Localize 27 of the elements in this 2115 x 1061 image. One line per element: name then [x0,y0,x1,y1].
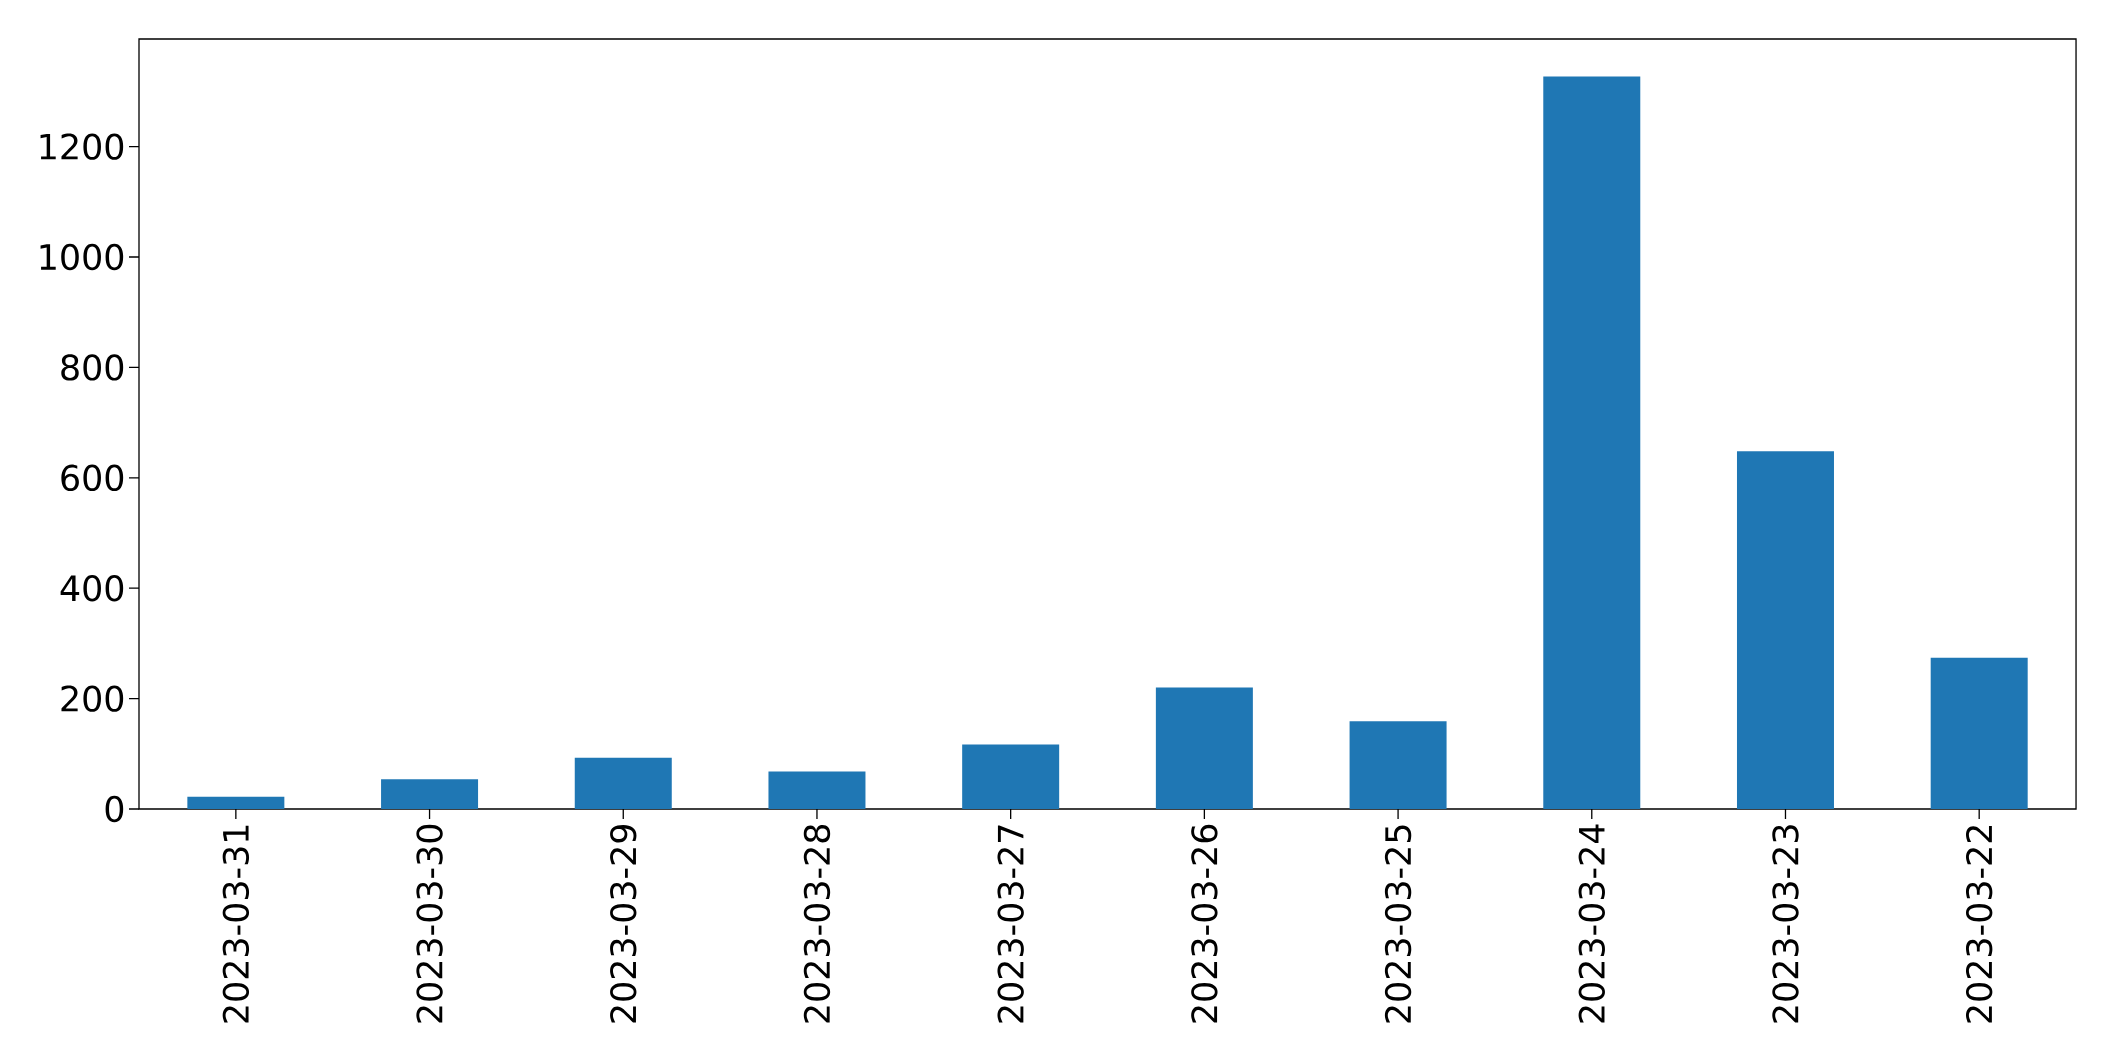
x-tick-label: 2023-03-23 [1772,825,1799,1023]
bar [768,771,866,809]
bar [1736,451,1834,809]
x-tick-label: 2023-03-25 [1384,825,1412,1023]
bar [187,796,285,809]
y-tick-label: 1000 [40,243,124,271]
y-tick-label: 600 [61,464,124,492]
bar [1930,657,2028,809]
bar [1349,721,1447,809]
y-tick-label: 1200 [40,133,124,160]
x-tick-label: 2023-03-29 [610,825,637,1023]
y-tick-label: 400 [60,575,124,602]
y-tick-label: 800 [61,354,124,381]
bar [574,757,672,809]
bar [1155,687,1253,809]
y-tick-label: 0 [105,795,124,823]
bar [962,744,1060,809]
x-tick-label: 2023-03-31 [222,825,250,1023]
x-tick-label: 2023-03-24 [1578,824,1605,1023]
bar [1543,76,1641,809]
x-tick-label: 2023-03-26 [1191,824,1218,1023]
x-tick-label: 2023-03-27 [997,825,1024,1023]
x-tick-label: 2023-03-28 [803,824,831,1023]
x-tick-label: 2023-03-30 [416,824,443,1023]
y-tick-label: 200 [61,685,124,712]
bar [381,779,479,809]
x-tick-label: 2023-03-22 [1965,826,1993,1023]
